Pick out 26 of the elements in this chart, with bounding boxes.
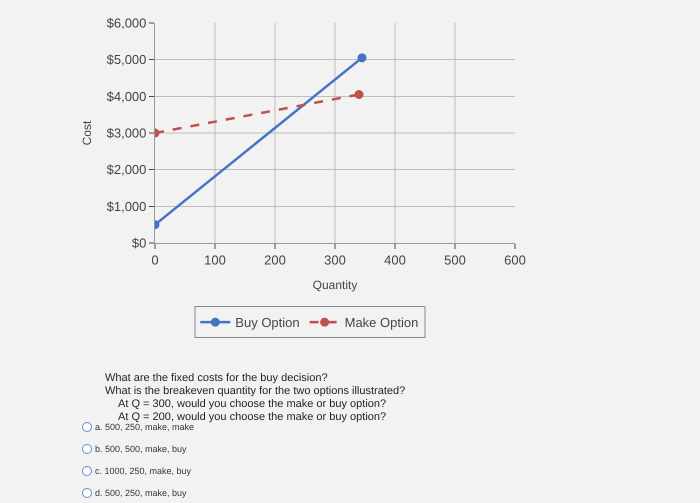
text: What is the breakeven quantity for the two options illustrated? xyxy=(105,385,406,397)
y-tick-label: $2,000 xyxy=(106,162,146,178)
text: What are the fixed costs for the buy decision? xyxy=(105,372,328,384)
x-axis-title: Quantity xyxy=(312,278,358,292)
x-tick-label: 100 xyxy=(204,252,226,268)
text: c. 1000, 250, make, buy xyxy=(95,466,192,476)
x-tick-label: 300 xyxy=(324,252,346,268)
y-axis-title: Cost xyxy=(80,120,94,146)
y-tick-label: $5,000 xyxy=(106,52,146,68)
y-tick-label: $1,000 xyxy=(106,198,146,214)
x-tick-label: 600 xyxy=(504,252,526,268)
x-tick-label: 400 xyxy=(384,252,406,268)
legend-label: Make Option xyxy=(344,315,418,330)
y-tick-label: $3,000 xyxy=(106,126,146,141)
text: d. 500, 250, make, buy xyxy=(95,488,187,498)
y-tick-label: $0 xyxy=(132,236,146,251)
x-tick-label: 500 xyxy=(444,252,466,268)
x-tick-label: 0 xyxy=(151,252,159,268)
y-tick-label: $4,000 xyxy=(106,88,146,104)
x-tick-label: 200 xyxy=(264,252,286,268)
text: a. 500, 250, make, make xyxy=(95,422,194,432)
text: At Q = 200, would you choose the make or buy option? xyxy=(118,411,386,423)
text: b. 500, 500, make, buy xyxy=(95,444,187,454)
legend-label: Buy Option xyxy=(235,315,300,330)
y-tick-label: $6,000 xyxy=(106,16,146,31)
text: At Q = 300, would you choose the make or buy option? xyxy=(118,398,386,410)
